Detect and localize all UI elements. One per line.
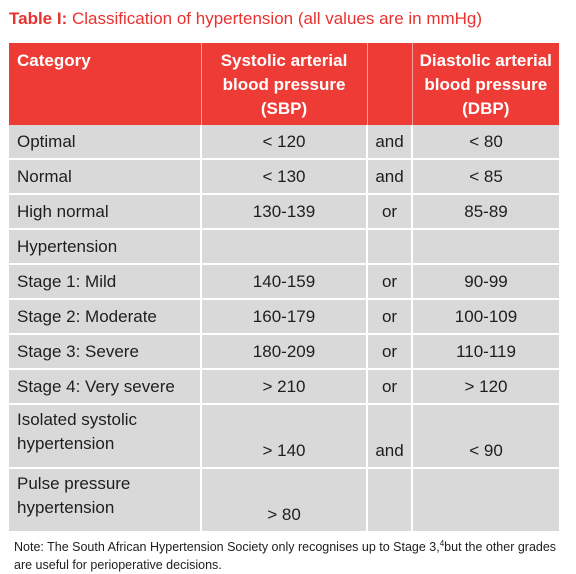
category-line2: hypertension [17, 434, 115, 453]
category-line1: Pulse pressure [17, 474, 131, 493]
sbp-cell: < 130 [201, 159, 368, 195]
category-cell: Normal [9, 159, 202, 195]
sbp-cell: 130-139 [201, 194, 368, 230]
dbp-cell: < 85 [412, 159, 559, 195]
header-dbp-line1: Diastolic arterial [419, 51, 552, 70]
sbp-cell: > 210 [201, 369, 368, 405]
category-line2: hypertension [17, 498, 115, 517]
table-row: Pulse pressure hypertension > 80 [9, 468, 559, 533]
dbp-cell [412, 468, 559, 533]
table-row: Stage 1: Mild 140-159 or 90-99 [9, 264, 559, 300]
footnote-text-after: but the other grades are useful for peri… [14, 540, 557, 573]
footnote-text-before: Note: The South African Hypertension Soc… [14, 540, 440, 555]
conjunction-cell [367, 229, 413, 265]
category-cell: Optimal [9, 125, 202, 160]
conjunction-cell: and [367, 404, 413, 469]
header-sbp: Systolic arterial blood pressure (SBP) [201, 43, 368, 125]
sbp-cell: 160-179 [201, 299, 368, 335]
header-category: Category [9, 43, 202, 125]
table-row: Stage 2: Moderate 160-179 or 100-109 [9, 299, 559, 335]
dbp-cell: > 120 [412, 369, 559, 405]
conjunction-cell: or [367, 264, 413, 300]
conjunction-cell: and [367, 125, 413, 160]
conjunction-cell: or [367, 299, 413, 335]
conjunction-cell [367, 468, 413, 533]
category-cell: Stage 2: Moderate [9, 299, 202, 335]
header-dbp-line3: (DBP) [462, 99, 510, 118]
dbp-cell [412, 229, 559, 265]
header-dbp-line2: blood pressure [424, 75, 548, 94]
table-row: Stage 4: Very severe > 210 or > 120 [9, 369, 559, 405]
sbp-cell: > 80 [201, 468, 368, 533]
category-cell: Stage 3: Severe [9, 334, 202, 370]
table-row: Isolated systolic hypertension > 140 and… [9, 404, 559, 469]
header-sbp-line1: Systolic arterial [220, 51, 348, 70]
table-row: Stage 3: Severe 180-209 or 110-119 [9, 334, 559, 370]
table-row: High normal 130-139 or 85-89 [9, 194, 559, 230]
conjunction-cell: or [367, 369, 413, 405]
category-cell: Hypertension [9, 229, 202, 265]
header-sbp-line2: blood pressure [222, 75, 346, 94]
table-caption: Classification of hypertension (all valu… [71, 9, 483, 28]
dbp-cell: < 80 [412, 125, 559, 160]
dbp-cell: 100-109 [412, 299, 559, 335]
dbp-cell: 90-99 [412, 264, 559, 300]
header-conjunction [367, 43, 413, 125]
sbp-cell: < 120 [201, 125, 368, 160]
header-row: Category Systolic arterial blood pressur… [9, 43, 559, 125]
sbp-cell: 180-209 [201, 334, 368, 370]
category-cell: Stage 1: Mild [9, 264, 202, 300]
dbp-cell: 110-119 [412, 334, 559, 370]
conjunction-cell: or [367, 334, 413, 370]
table-title: Table I: Classification of hypertension … [9, 9, 482, 29]
header-sbp-line3: (SBP) [260, 99, 308, 118]
category-cell: High normal [9, 194, 202, 230]
category-cell: Pulse pressure hypertension [9, 468, 202, 533]
table-row: Hypertension [9, 229, 559, 265]
dbp-cell: < 90 [412, 404, 559, 469]
sbp-cell: > 140 [201, 404, 368, 469]
footnote-reference: 4 [439, 539, 445, 548]
category-line1: Isolated systolic [17, 410, 137, 429]
footnote: Note: The South African Hypertension Soc… [14, 535, 559, 574]
classification-table: Category Systolic arterial blood pressur… [9, 43, 559, 533]
sbp-cell: 140-159 [201, 264, 368, 300]
table-row: Optimal < 120 and < 80 [9, 125, 559, 160]
table-label: Table I: [9, 9, 68, 28]
dbp-cell: 85-89 [412, 194, 559, 230]
category-cell: Stage 4: Very severe [9, 369, 202, 405]
header-dbp: Diastolic arterial blood pressure (DBP) [412, 43, 559, 125]
conjunction-cell: and [367, 159, 413, 195]
sbp-cell [201, 229, 368, 265]
category-cell: Isolated systolic hypertension [9, 404, 202, 469]
table-row: Normal < 130 and < 85 [9, 159, 559, 195]
conjunction-cell: or [367, 194, 413, 230]
